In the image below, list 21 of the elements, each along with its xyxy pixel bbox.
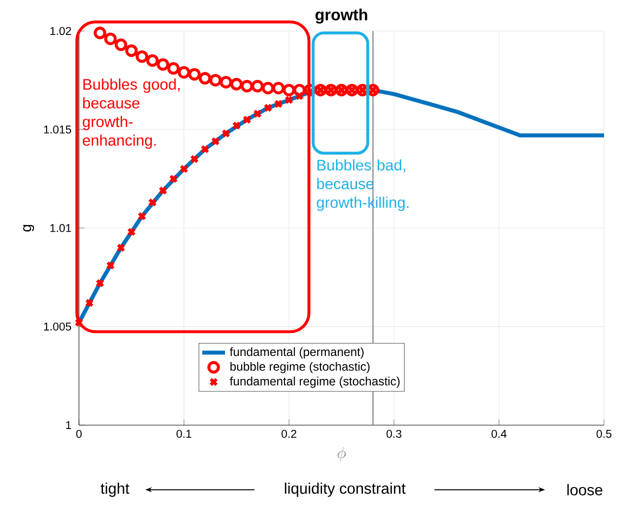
text: tight — [100, 482, 130, 498]
x-axis-title: $\phi$ — [338, 447, 346, 462]
y-tick-label: 1.015 — [44, 126, 72, 134]
annotation: Bubbles good, because growth-enhancing. — [82, 78, 180, 149]
text: loose — [567, 484, 602, 496]
text: liquidity constraint — [284, 482, 406, 498]
y-tick-label: 1 — [66, 421, 72, 430]
x-tick-label: 0.2 — [282, 430, 296, 438]
x-tick-label: 0.5 — [596, 430, 612, 438]
y-tick-label: 1.02 — [50, 27, 72, 36]
y-tick-label: 1.005 — [44, 322, 72, 331]
y-tick-label: 1.01 — [50, 224, 72, 232]
x-tick-label: 0.3 — [386, 430, 402, 438]
x-tick-label: 0.1 — [176, 430, 192, 438]
x-tick-label: 0.4 — [492, 430, 507, 438]
legend-label: fundamental (permanent) — [230, 347, 364, 359]
legend-label: bubble regime (stochastic) — [230, 362, 370, 374]
x-tick-label: 0 — [76, 430, 82, 438]
y-axis-title: g — [23, 225, 34, 232]
legend-label: fundamental regime (stochastic) — [230, 376, 400, 388]
chart-title: growth — [315, 8, 368, 24]
